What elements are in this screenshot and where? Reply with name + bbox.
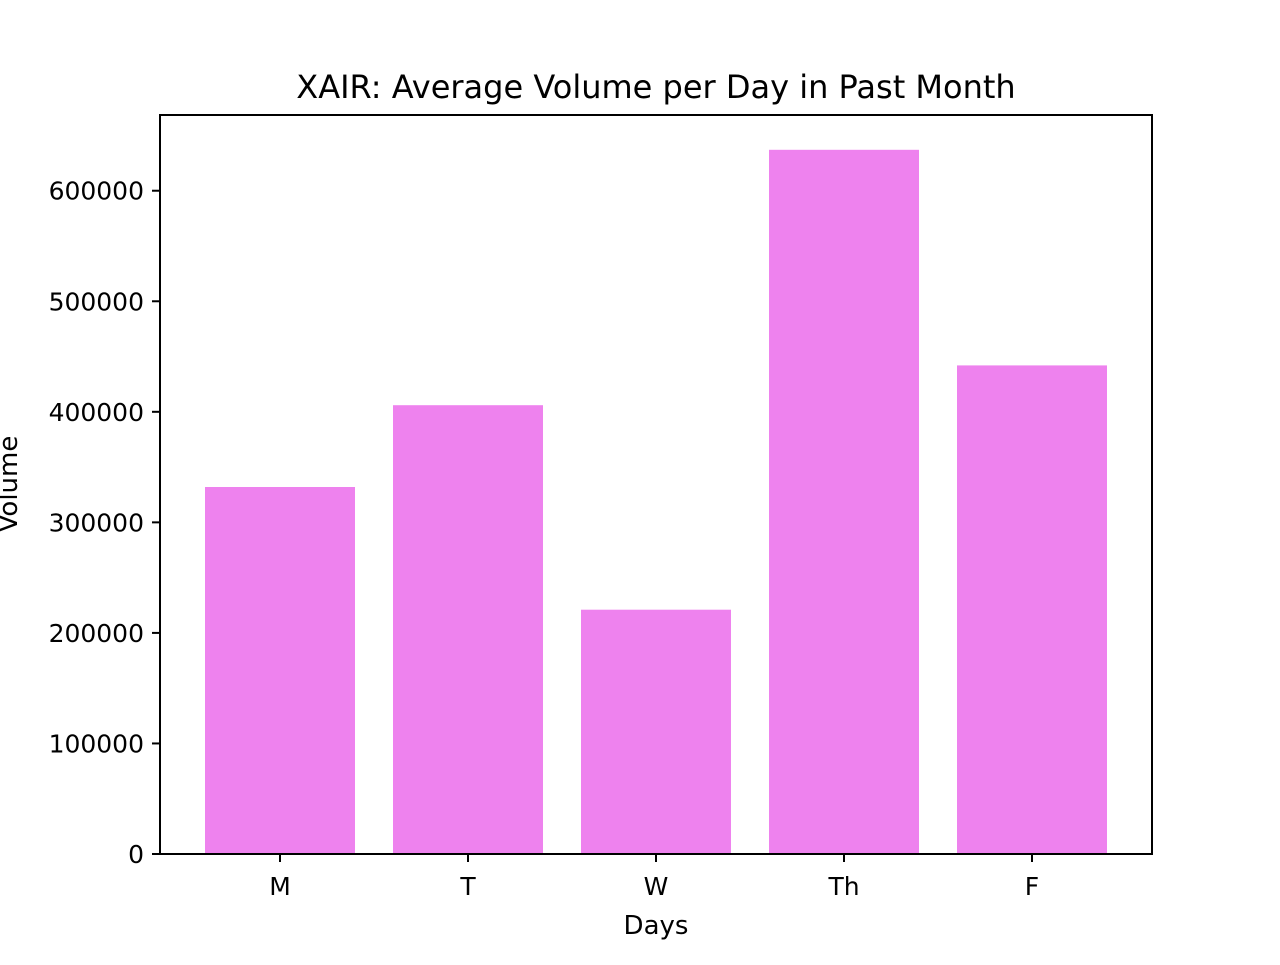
x-tick-label: T	[459, 872, 476, 901]
plot-frame	[159, 114, 1153, 855]
y-tick-label: 100000	[49, 729, 144, 758]
x-tick-label: F	[1025, 872, 1039, 901]
x-tick-label: W	[644, 872, 669, 901]
y-axis-label: Volume	[0, 436, 24, 533]
y-tick-label: 500000	[49, 287, 144, 316]
y-tick-label: 0	[128, 840, 144, 869]
y-tick-label: 200000	[49, 619, 144, 648]
y-tick-label: 300000	[49, 508, 144, 537]
bar-w	[581, 609, 731, 854]
x-axis-label: Days	[624, 911, 689, 941]
x-tick-label: Th	[827, 872, 859, 901]
bar-t	[393, 405, 543, 854]
bar-th	[769, 149, 919, 855]
chart-title: XAIR: Average Volume per Day in Past Mon…	[296, 68, 1015, 106]
bar-m	[205, 487, 355, 854]
x-tick-label: M	[269, 872, 291, 901]
y-tick-label: 400000	[49, 398, 144, 427]
y-axis: 0 100000 200000 300000 400000 500000 600000	[49, 177, 160, 869]
bar-f	[957, 365, 1107, 854]
y-tick-label: 600000	[49, 177, 144, 206]
bars-group	[205, 149, 1107, 855]
x-axis: M T W Th F	[269, 854, 1039, 901]
